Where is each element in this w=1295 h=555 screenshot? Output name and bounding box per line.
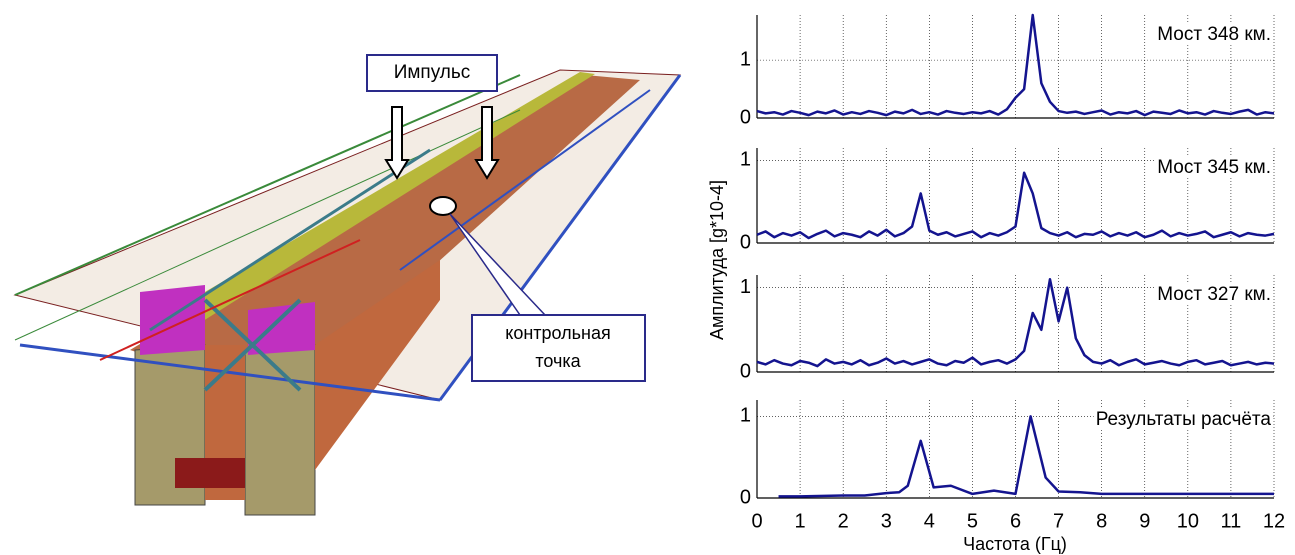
bracket xyxy=(140,285,205,355)
railing xyxy=(14,109,521,341)
panel-title-background xyxy=(1093,409,1274,431)
railing xyxy=(14,74,521,296)
bracing xyxy=(99,239,361,361)
y-axis-label: Амплитуда [g*10-4] xyxy=(707,180,727,340)
x-tick-label: 12 xyxy=(1263,510,1285,532)
y-tick-label: 1 xyxy=(740,48,751,70)
impulse-label: Импульс xyxy=(394,62,471,83)
panel-title-background xyxy=(1155,24,1273,46)
y-tick-label: 0 xyxy=(740,231,751,253)
railing xyxy=(399,89,651,271)
bracket xyxy=(248,302,315,355)
panel-title: Мост 345 км. xyxy=(1157,157,1271,178)
impulse-box xyxy=(366,54,498,92)
cross-beam xyxy=(175,458,245,488)
control-point-box xyxy=(471,314,646,382)
series-line xyxy=(756,277,1275,368)
impulse-arrow xyxy=(384,106,410,180)
series-line xyxy=(756,171,1275,240)
x-tick-label: 3 xyxy=(881,510,892,532)
series-line xyxy=(756,13,1275,117)
panel-title: Мост 348 км. xyxy=(1157,24,1271,45)
x-tick-label: 8 xyxy=(1096,510,1107,532)
web xyxy=(315,260,440,470)
control-point-marker xyxy=(429,196,457,216)
cantilever xyxy=(19,343,441,402)
y-tick-label: 0 xyxy=(740,486,751,508)
y-tick-label: 1 xyxy=(740,276,751,298)
control-point-label: контрольная xyxy=(505,323,610,343)
panel-title-background xyxy=(1155,157,1273,179)
x-tick-label: 2 xyxy=(838,510,849,532)
bridge-model xyxy=(13,69,682,516)
panel-title: Результаты расчёта xyxy=(1096,409,1272,430)
x-tick-label: 7 xyxy=(1053,510,1064,532)
panel-title-background xyxy=(1155,284,1273,306)
y-tick-label: 1 xyxy=(740,405,751,427)
x-tick-label: 10 xyxy=(1177,510,1199,532)
truss xyxy=(149,148,431,332)
impulse-arrow xyxy=(474,106,500,180)
x-tick-label: 6 xyxy=(1010,510,1021,532)
y-tick-label: 0 xyxy=(740,106,751,128)
x-axis-label: Частота (Гц) xyxy=(963,534,1067,554)
truss xyxy=(203,298,302,392)
x-tick-label: 1 xyxy=(795,510,806,532)
x-tick-label: 0 xyxy=(751,510,762,532)
series-line xyxy=(778,415,1274,498)
y-tick-label: 0 xyxy=(740,360,751,382)
y-tick-label: 1 xyxy=(740,149,751,171)
x-tick-label: 9 xyxy=(1139,510,1150,532)
x-tick-label: 11 xyxy=(1221,510,1242,532)
control-point-label: точка xyxy=(535,351,581,371)
x-tick-label: 5 xyxy=(967,510,978,532)
x-tick-label: 4 xyxy=(924,510,935,532)
panel-title: Мост 327 км. xyxy=(1157,284,1271,305)
